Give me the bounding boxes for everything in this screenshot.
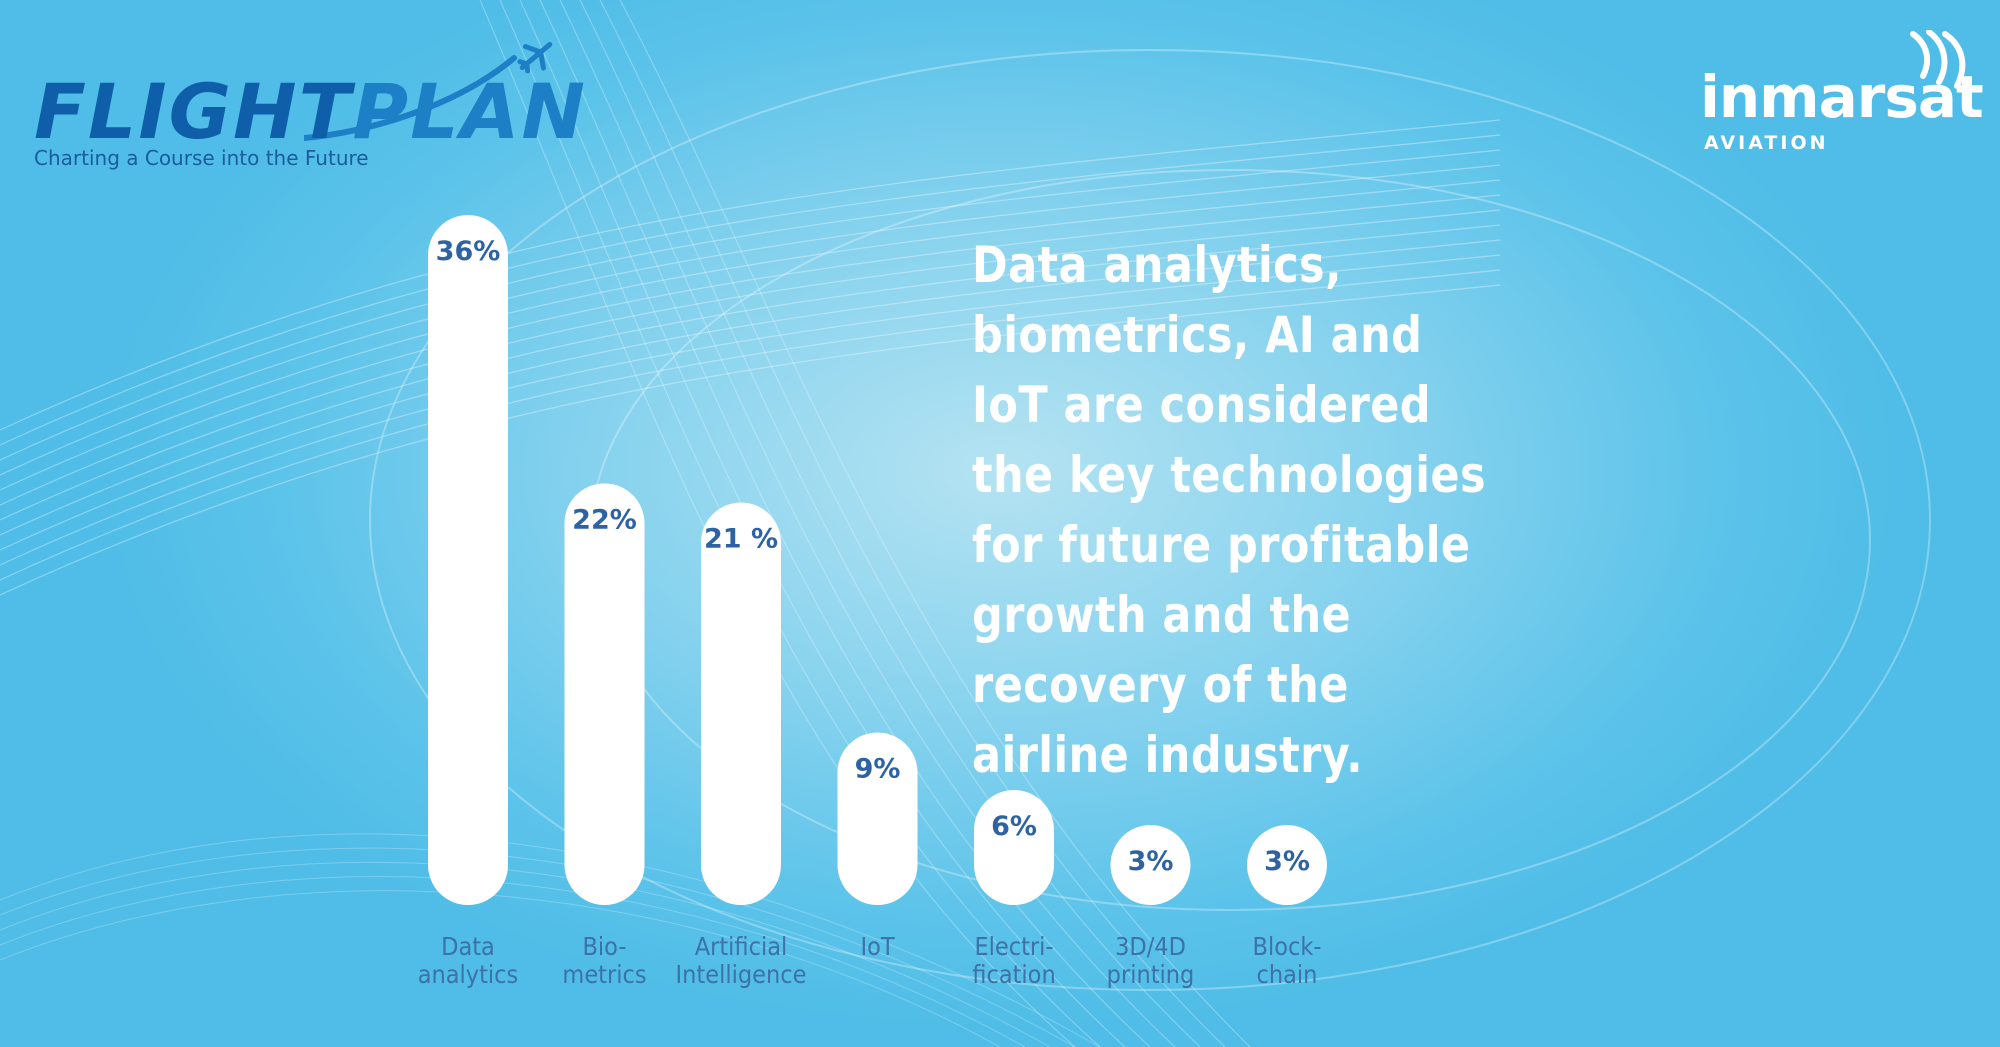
bar-value-label-2: 21 % [704, 524, 778, 555]
bar-value-label-3: 9% [855, 754, 901, 785]
bar-5 [1110, 825, 1191, 905]
category-label-4-line-1: fication [972, 960, 1055, 989]
bar-0 [428, 215, 508, 905]
flightplan-word-flight: FLIGHT [34, 67, 353, 156]
flightplan-logo: FLIGHTPLAN Charting a Course into the Fu… [34, 38, 585, 178]
inmarsat-wordmark: inmarsat [1700, 63, 1984, 131]
category-label-1-line-0: Bio- [582, 932, 626, 961]
category-label-5-line-1: printing [1107, 960, 1195, 989]
bar-6 [1247, 825, 1327, 905]
flightplan-tagline: Charting a Course into the Future [34, 146, 369, 170]
airplane-swoosh-icon [304, 41, 553, 141]
bar-value-label-1: 22% [572, 504, 637, 535]
flightplan-word-plan: PLAN [352, 67, 588, 156]
category-label-6-line-1: chain [1257, 960, 1318, 989]
category-label-2-line-1: Intelligence [676, 960, 807, 989]
inmarsat-logo: inmarsat AVIATION [1700, 30, 1984, 160]
bar-value-label-5: 3% [1128, 846, 1174, 877]
category-label-1-line-1: metrics [562, 960, 646, 989]
flightplan-wordmark: FLIGHTPLAN [34, 74, 587, 150]
bar-4 [974, 790, 1054, 905]
bar-3 [837, 732, 918, 905]
bar-value-label-6: 3% [1264, 846, 1310, 877]
category-label-3-line-0: IoT [860, 932, 894, 961]
bar-1 [564, 483, 645, 905]
bar-2 [701, 502, 781, 905]
category-label-4-line-0: Electri- [974, 932, 1053, 961]
category-label-2-line-0: Artificial [695, 932, 788, 961]
category-label-5-line-0: 3D/4D [1115, 932, 1186, 961]
inmarsat-aviation-label: AVIATION [1704, 132, 1829, 154]
category-label-0-line-1: analytics [418, 960, 519, 989]
bar-value-label-4: 6% [991, 811, 1037, 842]
category-label-0-line-0: Data [441, 932, 495, 961]
headline-text: Data analytics, biometrics, AI and IoT a… [972, 236, 1487, 784]
category-label-6-line-0: Block- [1253, 932, 1322, 961]
signal-waves-icon [1910, 30, 1966, 89]
bar-value-label-0: 36% [436, 236, 501, 267]
